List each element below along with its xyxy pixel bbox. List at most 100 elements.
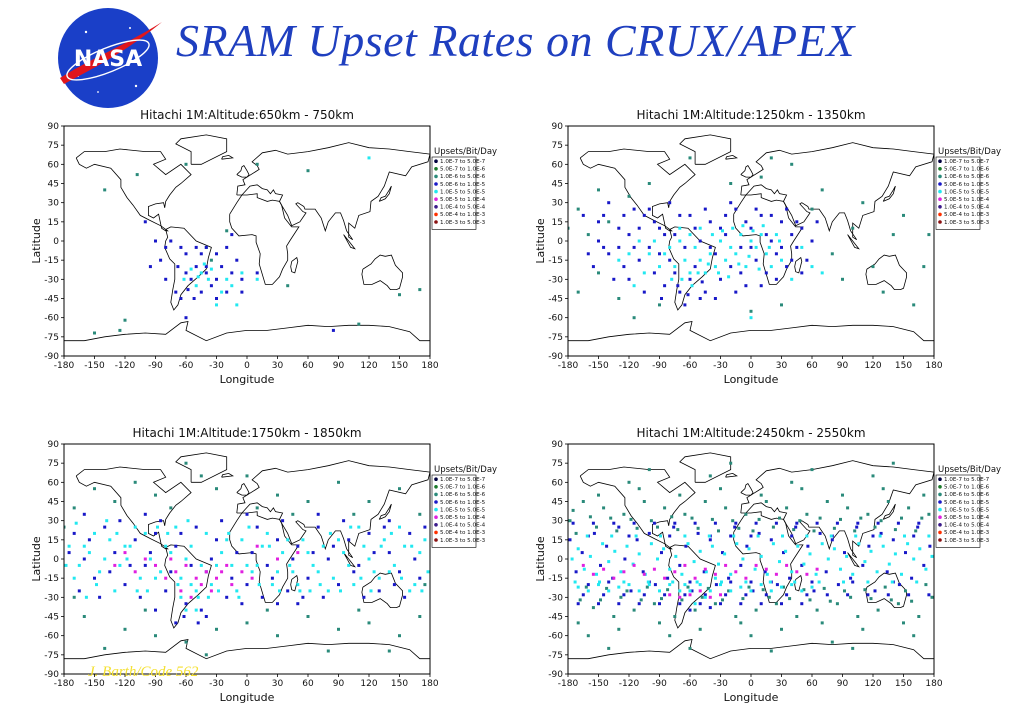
data-point xyxy=(369,589,373,593)
data-point xyxy=(744,580,748,584)
data-point xyxy=(749,634,753,638)
data-point xyxy=(597,583,600,587)
data-point xyxy=(230,583,234,587)
data-point xyxy=(576,547,580,551)
data-point xyxy=(916,525,920,529)
data-point xyxy=(693,245,697,249)
data-point xyxy=(215,297,218,300)
data-point xyxy=(652,271,656,275)
data-point xyxy=(403,544,407,548)
data-point xyxy=(739,233,743,237)
data-point xyxy=(128,563,132,567)
data-point xyxy=(625,589,629,593)
data-point xyxy=(602,245,606,249)
data-point xyxy=(731,519,735,523)
data-point xyxy=(387,570,391,574)
data-point xyxy=(805,572,809,576)
data-point xyxy=(408,531,412,535)
data-point xyxy=(196,275,200,279)
data-point xyxy=(337,480,340,484)
data-points xyxy=(568,156,931,320)
x-tick-label: 180 xyxy=(925,679,942,689)
data-point xyxy=(853,529,857,533)
legend-swatch xyxy=(434,212,438,217)
legend-entry: 1.0E-5 to 5.0E-5 xyxy=(944,507,990,513)
data-point xyxy=(704,570,708,574)
data-point xyxy=(632,608,636,612)
coastline-5 xyxy=(361,572,403,608)
data-point xyxy=(607,220,611,224)
data-point xyxy=(220,265,224,269)
legend-swatch xyxy=(434,515,438,519)
data-point xyxy=(708,220,712,224)
data-point xyxy=(810,265,814,269)
data-point xyxy=(713,265,717,269)
data-point xyxy=(707,534,711,538)
nasa-logo: NASA xyxy=(58,8,162,108)
data-point xyxy=(576,602,580,606)
chart-3: Hitachi 1M:Altitude:2450km - 2550km-180-… xyxy=(534,426,1001,704)
x-tick-label: 90 xyxy=(333,361,345,371)
data-point xyxy=(713,252,717,256)
data-point xyxy=(597,220,600,224)
data-point xyxy=(739,563,743,567)
coastline-1 xyxy=(175,134,228,165)
data-point xyxy=(225,595,229,599)
data-point xyxy=(605,586,609,590)
data-point xyxy=(215,576,218,580)
data-point xyxy=(209,284,213,288)
data-point xyxy=(839,567,842,571)
data-point xyxy=(754,245,758,249)
data-point xyxy=(182,615,186,618)
legend-swatch xyxy=(938,220,942,224)
data-point xyxy=(77,589,81,593)
data-point xyxy=(800,563,804,567)
data-point xyxy=(822,586,826,590)
data-point xyxy=(260,595,264,599)
data-point xyxy=(77,563,81,567)
data-point xyxy=(629,589,633,593)
data-point xyxy=(835,602,839,606)
data-point xyxy=(418,576,422,580)
data-point xyxy=(597,271,600,275)
data-point xyxy=(632,521,636,525)
data-point xyxy=(658,265,661,269)
data-point xyxy=(580,551,584,555)
data-point xyxy=(717,529,720,533)
data-point xyxy=(761,224,765,228)
legend-swatch xyxy=(938,167,942,171)
data-point xyxy=(652,602,656,606)
data-point xyxy=(286,538,290,542)
legend-swatch xyxy=(434,538,438,542)
data-point xyxy=(700,280,704,284)
data-point xyxy=(423,525,427,529)
data-point xyxy=(881,544,885,548)
data-point xyxy=(639,598,643,602)
data-point xyxy=(164,544,168,548)
data-point xyxy=(617,627,621,631)
legend-swatch xyxy=(938,174,942,179)
data-point xyxy=(98,595,102,599)
data-point xyxy=(830,640,834,644)
y-tick-label: 15 xyxy=(48,218,59,228)
legend-swatch xyxy=(938,530,942,535)
data-point xyxy=(215,538,218,542)
data-point xyxy=(622,213,626,217)
data-point xyxy=(227,531,231,535)
data-point xyxy=(747,254,751,258)
data-point xyxy=(812,589,816,593)
data-point xyxy=(632,563,636,567)
data-point xyxy=(841,493,844,497)
legend: Upsets/Bit/Day 1.0E-7 to 5.0E-7 5.0E-7 to … xyxy=(935,147,1001,230)
data-point xyxy=(678,239,682,243)
data-point xyxy=(186,288,190,292)
data-point xyxy=(215,563,218,567)
data-point xyxy=(179,531,183,535)
data-point xyxy=(693,576,697,580)
data-point xyxy=(817,580,821,584)
data-point xyxy=(774,233,778,237)
data-point xyxy=(780,627,783,631)
coastline-10 xyxy=(343,552,356,568)
data-point xyxy=(724,506,728,510)
data-point xyxy=(576,207,580,211)
